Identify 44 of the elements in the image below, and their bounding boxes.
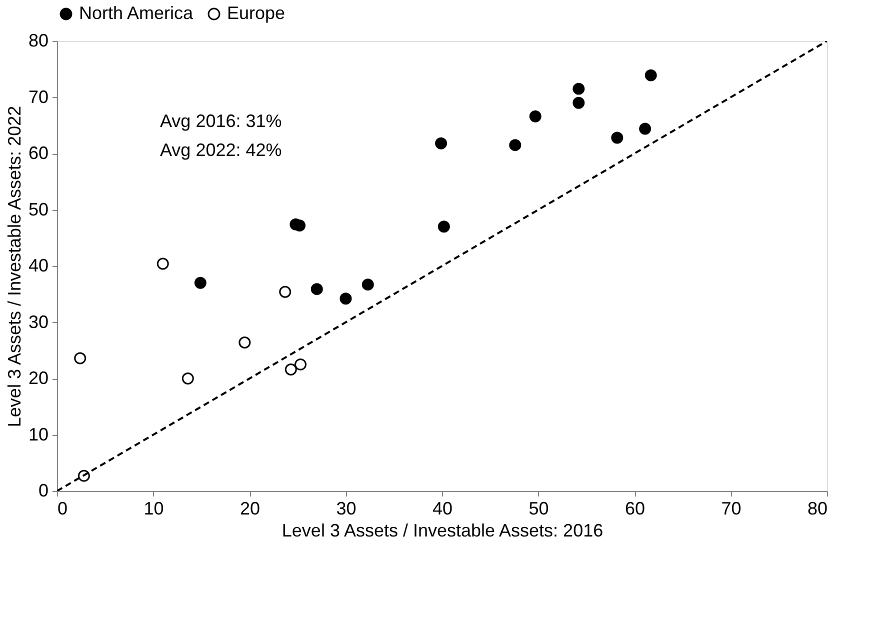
point — [294, 358, 307, 370]
y-tick-label: 50 — [28, 199, 48, 220]
y-tick-label: 40 — [28, 256, 48, 276]
x-tick-label: 40 — [432, 498, 453, 518]
point — [284, 364, 297, 376]
point — [74, 352, 86, 364]
point — [435, 137, 448, 150]
point — [509, 139, 522, 152]
point — [182, 372, 194, 384]
x-tick-label: 70 — [721, 498, 742, 518]
point — [611, 132, 624, 144]
y-tick-label: 20 — [28, 368, 48, 388]
y-axis-title: Level 3 Assets / Investable Assets: 2022 — [4, 106, 24, 428]
y-tick-label: 70 — [28, 86, 48, 107]
point — [340, 292, 352, 305]
x-tick-label: 80 — [807, 498, 828, 518]
x-tick-label: 10 — [144, 498, 164, 518]
legend-label: Europe — [227, 3, 286, 23]
y-tick-label: 80 — [28, 30, 48, 50]
point — [194, 276, 206, 289]
x-tick-label: 0 — [58, 498, 68, 518]
y-tick-label: 60 — [28, 143, 48, 163]
point — [639, 122, 652, 135]
point — [362, 278, 374, 291]
x-tick-label: 50 — [528, 498, 549, 518]
x-axis-title: Level 3 Assets / Investable Assets: 2016 — [282, 520, 604, 540]
point — [572, 96, 585, 109]
x-tick-label: 60 — [624, 498, 646, 518]
x-tick-label: 20 — [240, 498, 260, 518]
legend-label: North America — [79, 3, 194, 23]
point — [644, 69, 657, 82]
point — [279, 286, 292, 298]
y-tick-label: 0 — [38, 480, 48, 500]
point — [572, 82, 585, 95]
x-tick-label: 30 — [336, 498, 356, 518]
annotation: Avg 2016: 31% — [160, 111, 282, 131]
annotation: Avg 2022: 42% — [160, 140, 282, 160]
point — [529, 110, 542, 122]
y-tick-label: 30 — [28, 312, 48, 332]
point — [438, 220, 450, 233]
point — [238, 336, 251, 348]
y-tick-label: 10 — [28, 424, 48, 444]
point — [310, 283, 323, 296]
point — [156, 258, 169, 270]
